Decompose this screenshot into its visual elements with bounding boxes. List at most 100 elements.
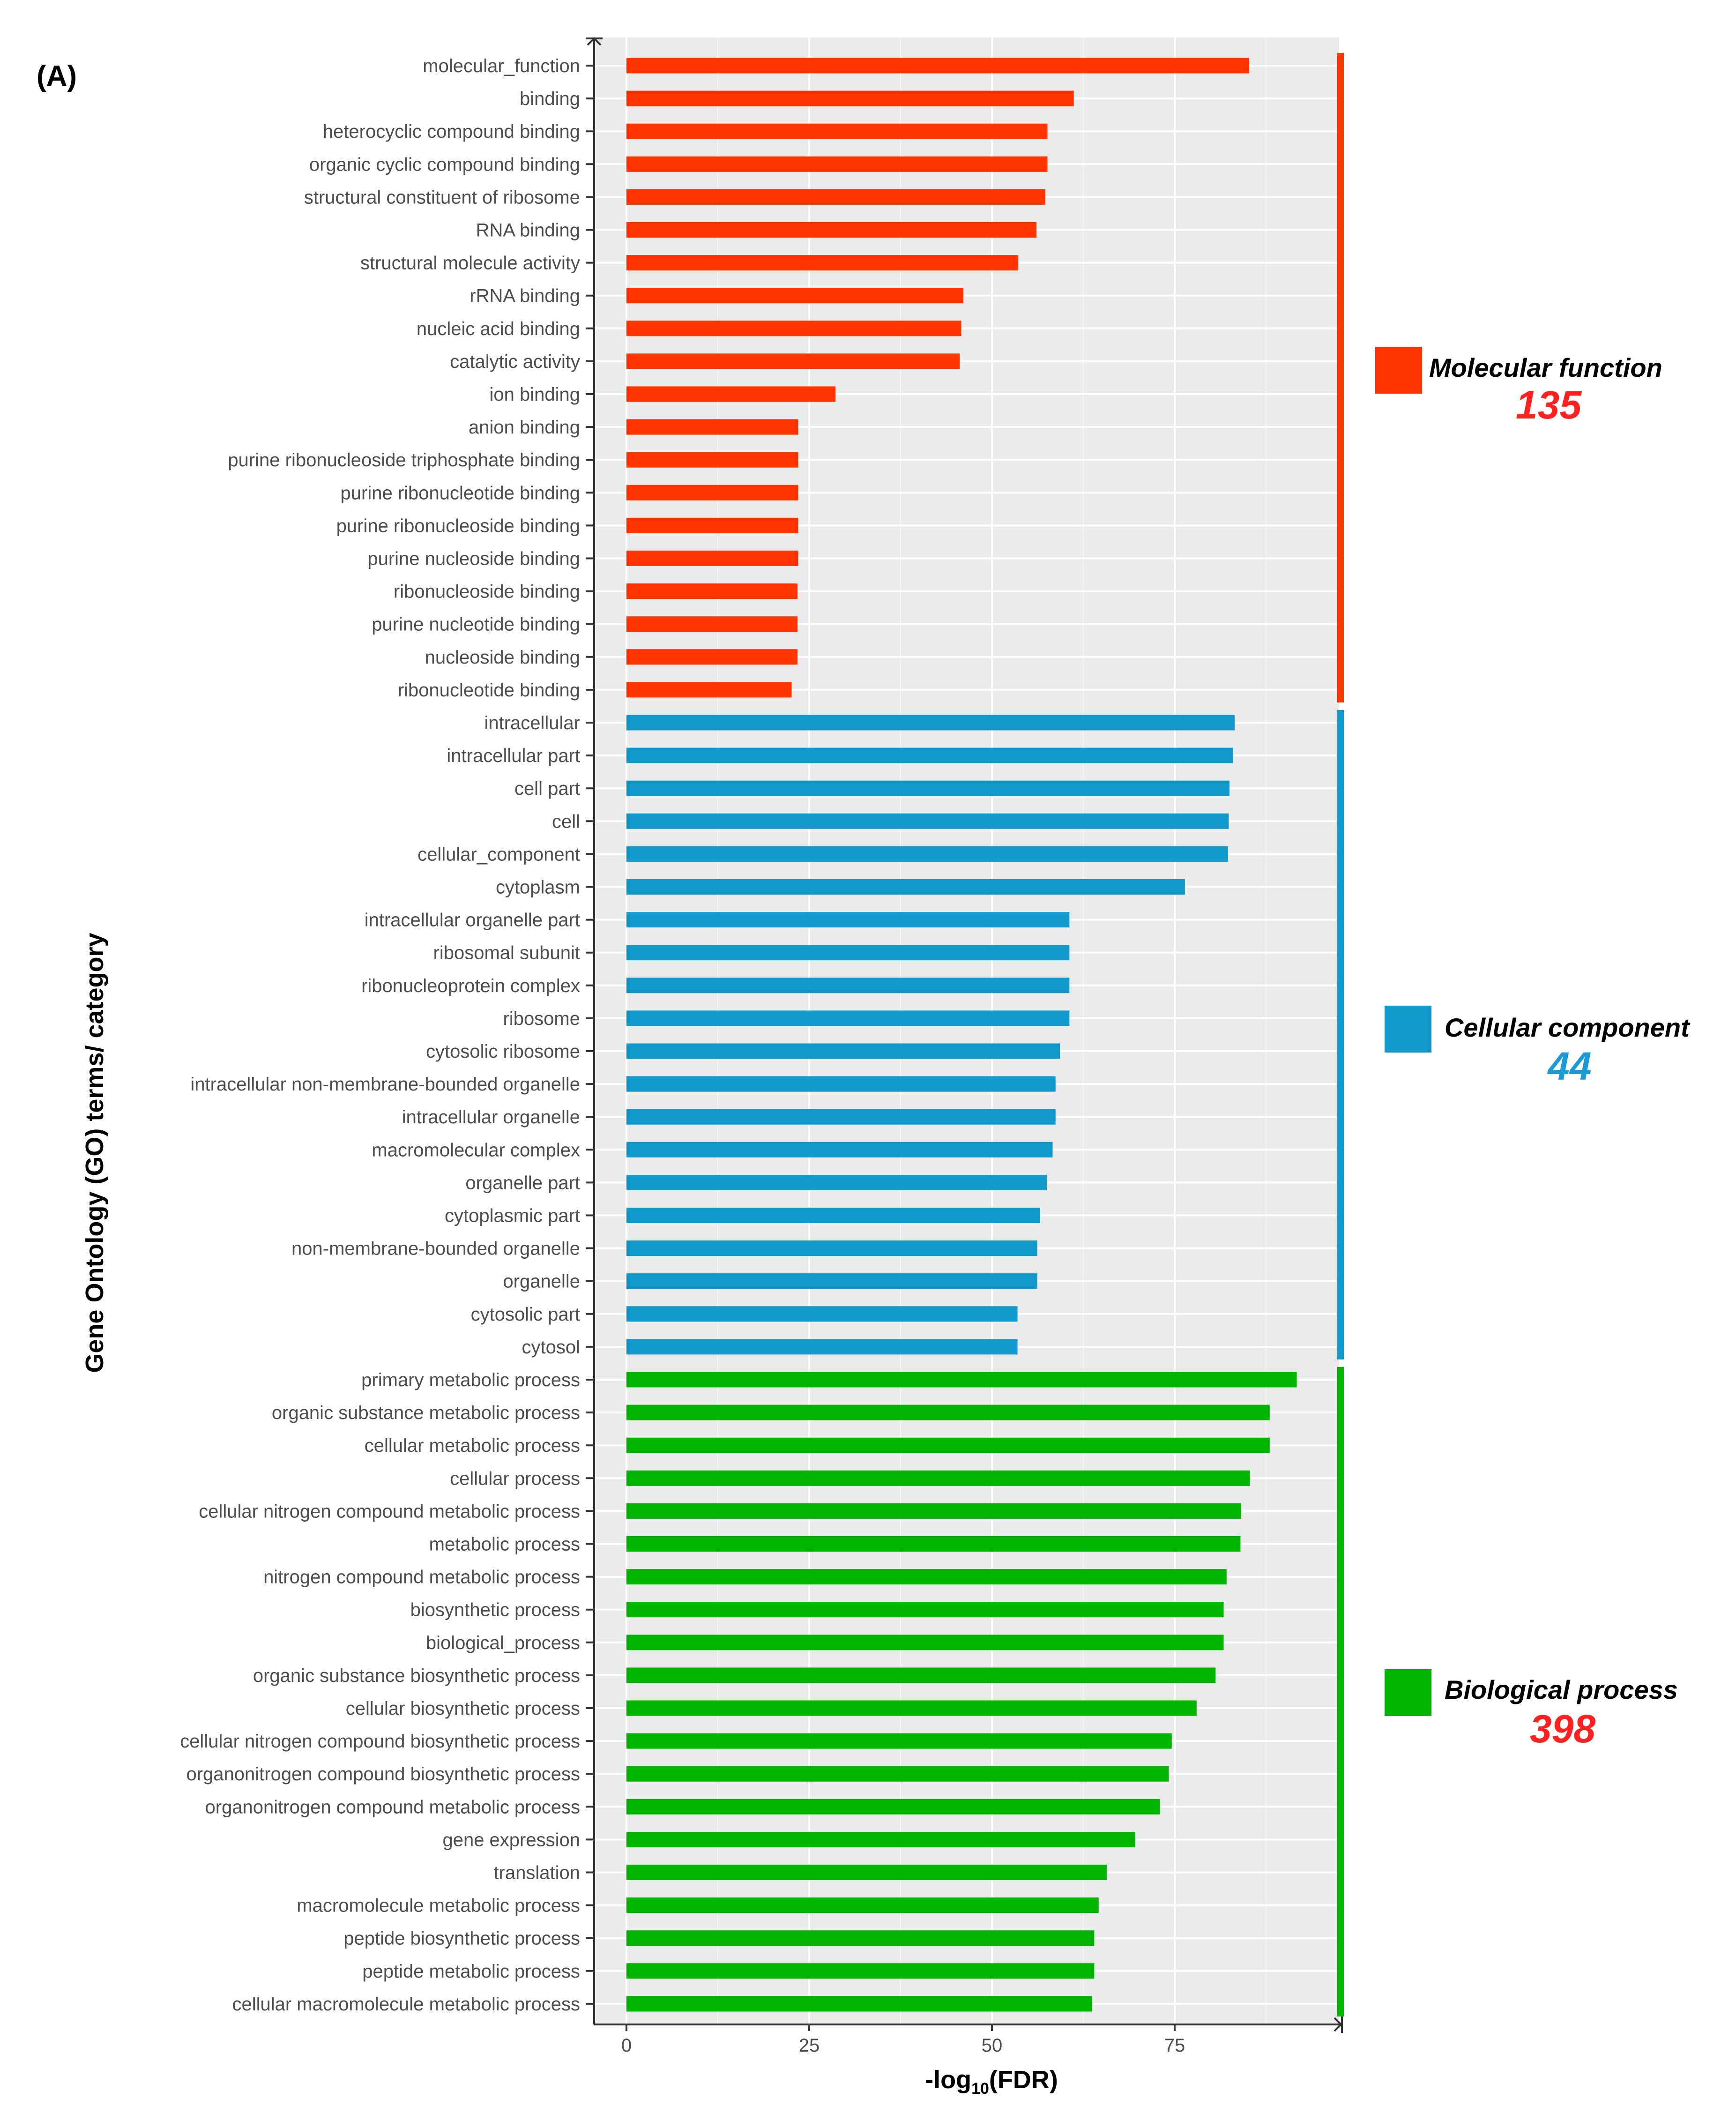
bar [626,780,1229,796]
term-label: organic substance biosynthetic process [253,1665,580,1686]
bar [626,255,1019,271]
bar [626,419,798,435]
bar [626,123,1048,139]
bar [626,1142,1053,1158]
term-label: peptide metabolic process [362,1961,580,1982]
x-axis-ticks: 0 25 50 75 [621,2024,1185,2056]
y-axis-title: Gene Ontology (GO) terms/ category [81,933,109,1373]
bar [626,386,836,402]
bar [626,978,1070,993]
term-label: organonitrogen compound biosynthetic pro… [186,1764,580,1785]
term-label: RNA binding [476,220,580,241]
bar [626,1831,1135,1847]
term-label: cytosolic ribosome [426,1041,580,1062]
term-label: ribosome [503,1008,580,1029]
term-label: cell [552,811,580,832]
legend-category-name: Cellular component [1445,1013,1691,1042]
term-label: macromolecular complex [372,1140,580,1160]
category-side-bar [1337,1367,1344,2016]
bar [626,1010,1070,1026]
legend-swatch [1385,1006,1431,1053]
x-tick-label: 50 [982,2035,1003,2056]
bar [626,1372,1297,1388]
term-label: nitrogen compound metabolic process [263,1567,580,1588]
term-label: organic substance metabolic process [272,1403,580,1423]
term-label: biological_process [426,1633,580,1653]
bar [626,222,1037,238]
term-label: cellular nitrogen compound metabolic pro… [199,1501,580,1522]
bar [626,1273,1037,1289]
term-label: nucleic acid binding [417,319,580,339]
term-label: metabolic process [429,1534,580,1555]
term-label: primary metabolic process [361,1370,580,1390]
x-tick-label: 0 [621,2035,632,2056]
legend-category-name: Molecular function [1429,353,1662,382]
bars [626,58,1297,2012]
panel-label: (A) [37,60,77,92]
term-label: cellular process [450,1468,580,1489]
term-label: intracellular part [447,746,580,766]
legend-category-count: 44 [1547,1044,1591,1088]
term-label: cellular biosynthetic process [346,1698,580,1719]
term-label: intracellular organelle [402,1107,580,1128]
category-side-bar [1337,53,1344,702]
term-label: molecular_function [423,56,580,76]
term-label: structural constituent of ribosome [304,187,580,208]
bar [626,747,1233,763]
bar [626,1602,1224,1618]
term-label: purine ribonucleoside binding [336,515,580,536]
term-label: catalytic activity [450,351,580,372]
bar [626,1043,1060,1059]
legend-swatch [1385,1669,1431,1716]
bar [626,616,798,632]
bar [626,1208,1040,1223]
category-side-bars [1337,53,1344,2016]
term-label: ribosomal subunit [433,943,581,963]
term-label: cellular macromolecule metabolic process [232,1994,580,2015]
bar [626,1076,1056,1092]
term-label: cytoplasmic part [445,1206,580,1226]
bar [626,517,798,533]
bar [626,945,1070,961]
term-label: nucleoside binding [425,647,580,668]
bar [626,1339,1018,1355]
bar [626,1930,1095,1946]
bar [626,1404,1270,1420]
term-label: anion binding [469,417,580,438]
term-label: purine ribonucleotide binding [341,483,580,503]
term-label: rRNA binding [469,286,580,306]
bar [626,912,1070,928]
bar [626,452,798,468]
term-label: binding [520,89,580,109]
term-label: organonitrogen compound metabolic proces… [205,1797,581,1817]
bar [626,1536,1241,1552]
term-label: cell part [514,778,580,799]
legend-swatch [1375,347,1422,394]
bar [626,1865,1107,1880]
x-axis-title: -log10(FDR) [925,2066,1058,2098]
term-label: cellular_component [417,844,580,865]
bar [626,1897,1099,1913]
bar [626,1503,1241,1519]
bar [626,879,1185,895]
bar [626,1733,1172,1749]
term-label: intracellular non-membrane-bounded organ… [190,1074,580,1095]
bar [626,682,792,698]
bar [626,1635,1224,1650]
term-label: biosynthetic process [410,1600,580,1621]
term-label: peptide biosynthetic process [343,1928,580,1949]
term-label: organic cyclic compound binding [309,154,580,175]
term-label: organelle [503,1271,580,1292]
term-label: ribonucleoside binding [394,582,580,602]
category-side-bar [1337,710,1344,1359]
term-label: gene expression [442,1830,580,1850]
bar [626,551,798,566]
bar [626,1437,1270,1453]
term-label: purine nucleotide binding [372,614,580,635]
bar [626,156,1048,172]
term-label: ion binding [490,384,581,405]
bar [626,1109,1056,1125]
term-label: organelle part [465,1173,580,1193]
